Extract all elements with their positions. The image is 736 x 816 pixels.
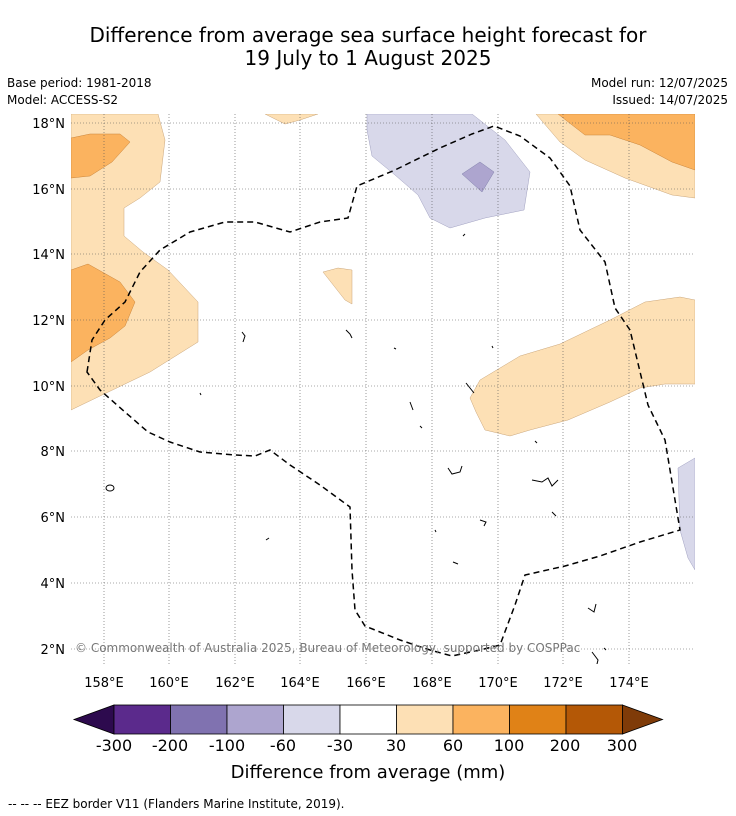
lon-label: 164°E xyxy=(280,676,320,691)
copyright-notice: © Commonwealth of Australia 2025, Bureau… xyxy=(75,641,580,655)
lon-label: 166°E xyxy=(346,676,386,691)
lon-label: 174°E xyxy=(609,676,649,691)
colorbar xyxy=(72,704,664,735)
lat-label: 16°N xyxy=(32,183,65,198)
anomaly-region-light-orange xyxy=(322,267,353,305)
colorbar-extension-high xyxy=(622,704,664,735)
colorbar-segment xyxy=(226,704,284,735)
lon-label: 170°E xyxy=(478,676,518,691)
lon-label: 158°E xyxy=(84,676,124,691)
colorbar-segment xyxy=(283,704,341,735)
colorbar-segment xyxy=(452,704,510,735)
colorbar-label: -300 xyxy=(96,736,132,755)
anomaly-region-purple xyxy=(461,161,495,193)
colorbar-extension-low xyxy=(72,704,115,735)
lat-label: 6°N xyxy=(41,511,66,526)
colorbar-segment xyxy=(113,704,171,735)
colorbar-label: 200 xyxy=(550,736,581,755)
anomaly-region-light-orange xyxy=(264,114,319,125)
lat-label: 18°N xyxy=(32,117,65,132)
colorbar-segment xyxy=(509,704,567,735)
issued-label: Issued: 14/07/2025 xyxy=(612,93,728,107)
colorbar-label: 100 xyxy=(494,736,525,755)
lon-label: 168°E xyxy=(412,676,452,691)
anomaly-region-light-purple xyxy=(677,457,695,571)
lat-label: 4°N xyxy=(41,577,66,592)
lat-label: 2°N xyxy=(41,643,66,658)
colorbar-label: -30 xyxy=(327,736,353,755)
lat-label: 8°N xyxy=(41,445,66,460)
anomaly-region-light-orange xyxy=(469,296,695,437)
island-outlines xyxy=(105,233,607,664)
eez-legend-note: -- -- -- EEZ border V11 (Flanders Marine… xyxy=(8,797,345,811)
colorbar-label: 60 xyxy=(443,736,463,755)
colorbar-segment xyxy=(565,704,623,735)
colorbar-label: -100 xyxy=(209,736,245,755)
anomaly-region-orange xyxy=(71,263,136,363)
colorbar-title: Difference from average (mm) xyxy=(231,762,506,783)
colorbar-label: 30 xyxy=(386,736,406,755)
lat-label: 12°N xyxy=(32,314,65,329)
map-title-line1: Difference from average sea surface heig… xyxy=(89,23,647,47)
lat-label: 10°N xyxy=(32,380,65,395)
model-run-label: Model run: 12/07/2025 xyxy=(590,76,728,90)
anomaly-region-orange xyxy=(557,114,695,171)
colorbar-label: -60 xyxy=(270,736,296,755)
colorbar-labels: -300 -200 -100 -60 -30 30 60 100 200 300 xyxy=(96,736,637,755)
sea-surface-height-map: © Commonwealth of Australia 2025, Bureau… xyxy=(71,114,695,664)
lon-label: 160°E xyxy=(149,676,189,691)
anomaly-region-light-purple xyxy=(366,114,531,229)
base-period-label: Base period: 1981-2018 xyxy=(7,76,152,90)
map-title-line2: 19 July to 1 August 2025 xyxy=(244,46,492,70)
colorbar-label: -200 xyxy=(152,736,188,755)
anomaly-region-orange xyxy=(71,133,131,179)
lon-label: 172°E xyxy=(543,676,583,691)
colorbar-segment xyxy=(170,704,228,735)
longitude-labels: 158°E 160°E 162°E 164°E 166°E 168°E 170°… xyxy=(84,676,649,691)
lon-label: 162°E xyxy=(215,676,255,691)
lat-label: 14°N xyxy=(32,248,65,263)
colorbar-segment xyxy=(339,704,397,735)
model-label: Model: ACCESS-S2 xyxy=(7,93,119,107)
colorbar-label: 300 xyxy=(607,736,638,755)
latitude-labels: 18°N 16°N 14°N 12°N 10°N 8°N 6°N 4°N 2°N xyxy=(32,117,65,658)
map-gridlines xyxy=(71,114,695,664)
colorbar-segment xyxy=(396,704,454,735)
